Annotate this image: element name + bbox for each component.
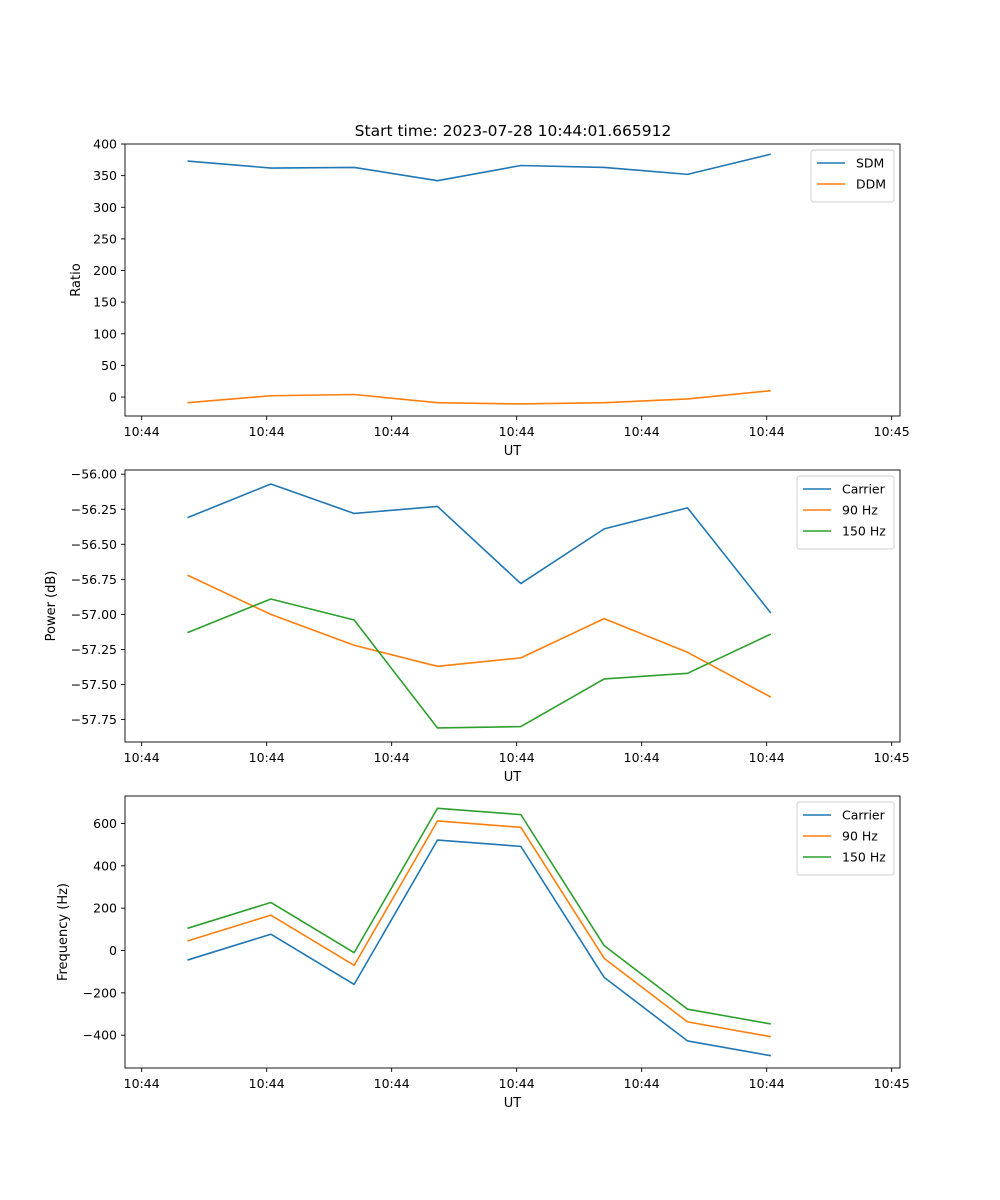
legend-label: Carrier bbox=[842, 482, 886, 497]
series-line-carrier bbox=[187, 839, 771, 1057]
y-tick-label: 0 bbox=[109, 390, 117, 405]
series-line-150-hz bbox=[187, 807, 771, 1025]
legend-label: 90 Hz bbox=[842, 503, 878, 518]
y-tick-label: −57.25 bbox=[71, 642, 117, 657]
series-line-150-hz bbox=[187, 598, 772, 729]
legend: Carrier 90 Hz 150 Hz bbox=[796, 801, 895, 876]
series-line-90-hz bbox=[187, 574, 772, 698]
series-line-sdm bbox=[187, 153, 772, 182]
chart-panel-3: 10:44 10:44 10:44 10:44 10:44 10:44 10:45 −400 −… bbox=[56, 795, 910, 1111]
x-tick-label: 10:44 bbox=[374, 424, 410, 439]
x-tick-label: 10:44 bbox=[749, 424, 785, 439]
x-tick-label: 10:44 bbox=[374, 750, 410, 765]
x-axis-label: UT bbox=[504, 770, 522, 785]
y-tick-label: −56.25 bbox=[71, 502, 117, 517]
x-tick-label: 10:44 bbox=[499, 750, 535, 765]
y-tick-label: 400 bbox=[93, 858, 117, 873]
legend-label: 150 Hz bbox=[842, 850, 886, 865]
y-tick-label: 200 bbox=[93, 901, 117, 916]
x-tick-label: 10:44 bbox=[624, 750, 660, 765]
x-tick-label: 10:45 bbox=[874, 424, 910, 439]
legend: SDM DDM bbox=[810, 149, 895, 203]
x-tick-label: 10:44 bbox=[374, 1076, 410, 1091]
x-tick-label: 10:44 bbox=[249, 1076, 285, 1091]
y-tick-label: 400 bbox=[93, 137, 117, 152]
y-tick-label: −57.50 bbox=[71, 677, 117, 692]
legend-label: DDM bbox=[856, 177, 886, 192]
x-tick-label: 10:44 bbox=[124, 750, 160, 765]
figure-title: Start time: 2023-07-28 10:44:01.665912 bbox=[355, 122, 672, 140]
legend-label: 150 Hz bbox=[842, 524, 886, 539]
legend: Carrier 90 Hz 150 Hz bbox=[796, 475, 895, 550]
series-line-ddm bbox=[187, 389, 771, 405]
x-tick-label: 10:44 bbox=[249, 424, 285, 439]
x-tick-label: 10:44 bbox=[749, 750, 785, 765]
x-tick-label: 10:44 bbox=[249, 750, 285, 765]
y-tick-label: 600 bbox=[93, 816, 117, 831]
y-tick-label: −57.00 bbox=[71, 607, 117, 622]
y-tick-label: 0 bbox=[109, 943, 117, 958]
legend-label: SDM bbox=[856, 156, 884, 171]
axes-frame bbox=[124, 795, 901, 1069]
y-tick-label: −200 bbox=[83, 985, 117, 1000]
y-axis-label: Power (dB) bbox=[44, 571, 59, 642]
y-tick-label: 50 bbox=[101, 358, 117, 373]
axes-frame bbox=[124, 469, 901, 743]
y-tick-label: −57.75 bbox=[71, 712, 117, 727]
y-tick-label: 150 bbox=[93, 295, 117, 310]
y-tick-label: −56.00 bbox=[71, 467, 117, 482]
chart-panel-1: 10:44 10:44 10:44 10:44 10:44 10:44 10:45 0 50 10… bbox=[69, 137, 910, 460]
panels: 10:44 10:44 10:44 10:44 10:44 10:44 10:45 0 50 10… bbox=[44, 137, 910, 1112]
x-tick-label: 10:44 bbox=[624, 1076, 660, 1091]
x-tick-label: 10:45 bbox=[874, 750, 910, 765]
x-tick-label: 10:44 bbox=[499, 424, 535, 439]
y-tick-label: 350 bbox=[93, 168, 117, 183]
y-tick-label: −400 bbox=[83, 1028, 117, 1043]
x-tick-label: 10:44 bbox=[124, 1076, 160, 1091]
chart-panel-2: 10:44 10:44 10:44 10:44 10:44 10:44 10:45 −56.0… bbox=[44, 467, 910, 785]
x-tick-label: 10:44 bbox=[124, 424, 160, 439]
axes-frame bbox=[124, 143, 901, 417]
y-tick-label: 250 bbox=[93, 231, 117, 246]
legend-label: Carrier bbox=[842, 808, 886, 823]
y-tick-label: −56.75 bbox=[71, 572, 117, 587]
series-line-carrier bbox=[187, 483, 772, 614]
x-axis-label: UT bbox=[504, 444, 522, 459]
x-axis-label: UT bbox=[504, 1096, 522, 1111]
y-tick-label: 300 bbox=[93, 200, 117, 215]
y-tick-label: −56.50 bbox=[71, 537, 117, 552]
x-tick-label: 10:44 bbox=[624, 424, 660, 439]
y-tick-label: 100 bbox=[93, 326, 117, 341]
x-tick-label: 10:44 bbox=[499, 1076, 535, 1091]
y-axis-label: Ratio bbox=[69, 263, 84, 296]
x-tick-label: 10:45 bbox=[874, 1076, 910, 1091]
series-line-90-hz bbox=[187, 820, 771, 1038]
x-tick-label: 10:44 bbox=[749, 1076, 785, 1091]
legend-label: 90 Hz bbox=[842, 829, 878, 844]
y-axis-label: Frequency (Hz) bbox=[56, 883, 71, 981]
y-tick-label: 200 bbox=[93, 263, 117, 278]
